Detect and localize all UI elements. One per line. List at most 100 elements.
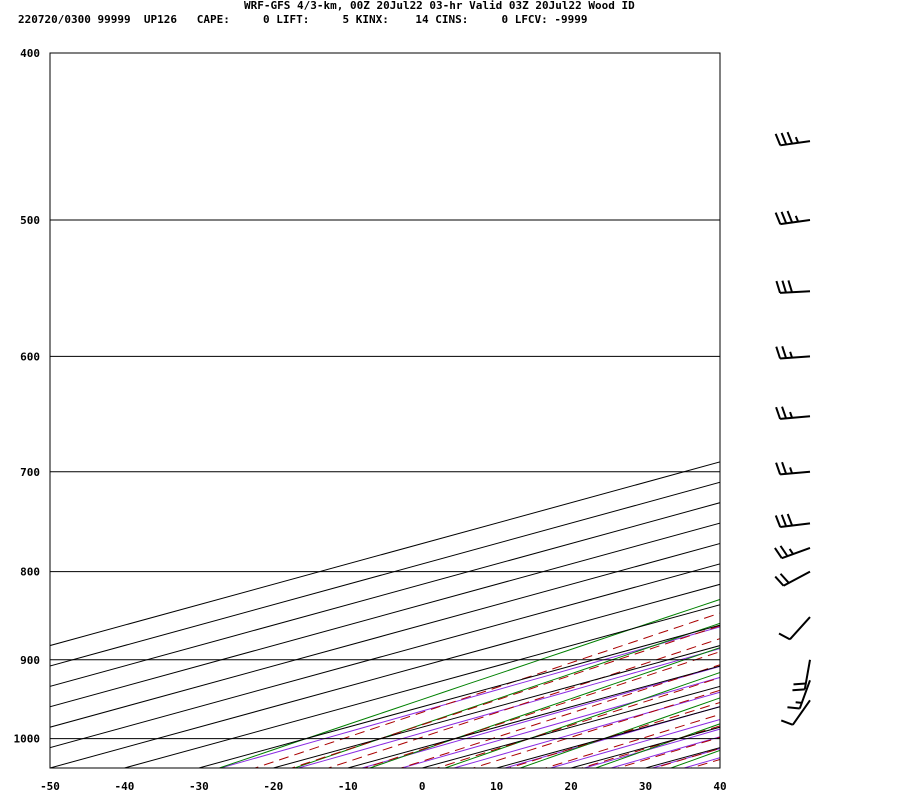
wind-barb <box>778 616 811 641</box>
mixing-ratio-line <box>609 736 720 768</box>
barb-half-flag <box>794 215 800 223</box>
wind-barb <box>780 699 811 726</box>
barb-half-flag <box>795 701 802 704</box>
mixing-ratio-line <box>503 705 720 768</box>
mixing-ratio-line <box>548 718 720 768</box>
barb-flag <box>792 688 805 692</box>
barb-flag <box>781 280 787 293</box>
barb-flag <box>779 573 790 584</box>
isotherm-line <box>50 461 720 647</box>
dry-adiabat-line <box>669 749 720 768</box>
barb-flag <box>774 212 782 225</box>
barb-half-flag <box>789 467 794 474</box>
barb-half-flag <box>794 136 800 144</box>
moist-adiabat-line <box>704 34 900 775</box>
wind-barb <box>774 210 811 226</box>
barb-flag <box>775 406 782 420</box>
mixing-ratio-line <box>218 626 720 768</box>
x-tick-label: 40 <box>713 780 726 793</box>
x-tick-label: -20 <box>263 780 283 793</box>
sounding-stats: 220720/0300 99999 UP126 CAPE: 0 LIFT: 5 … <box>18 13 588 26</box>
x-tick-label: -40 <box>115 780 135 793</box>
isotherm-line <box>50 522 720 708</box>
barb-flag <box>780 514 788 527</box>
y-tick-label: 1000 <box>14 733 41 746</box>
y-tick-label: 400 <box>20 47 40 60</box>
isotherm-line <box>50 542 720 728</box>
wind-barb <box>792 659 811 692</box>
x-tick-label: -50 <box>40 780 60 793</box>
moist-adiabat-line <box>616 736 720 768</box>
moist-adiabat-line <box>399 664 720 768</box>
wind-barb <box>774 545 811 560</box>
barb-flag <box>787 706 800 710</box>
isotherm-line <box>124 604 720 768</box>
isotherm-line <box>645 747 720 768</box>
barb-staff <box>789 616 811 641</box>
isotherm-line <box>496 706 720 768</box>
moist-adiabat-line <box>435 677 720 768</box>
wind-barb <box>775 461 811 476</box>
wind-barb <box>787 679 811 710</box>
x-tick-label: -30 <box>189 780 209 793</box>
barb-flag <box>786 513 794 526</box>
dry-adiabat-line <box>727 34 900 775</box>
isotherm-line <box>198 624 720 768</box>
isotherm-line <box>50 481 720 667</box>
x-tick-label: 20 <box>564 780 577 793</box>
barb-staff <box>791 699 811 726</box>
barb-flag <box>786 131 794 145</box>
barb-flag <box>786 210 794 223</box>
barb-flag <box>775 346 782 359</box>
dry-adiabat-line <box>518 697 720 768</box>
isotherm-line <box>273 645 720 768</box>
dry-adiabat-line <box>443 671 720 768</box>
barb-flag <box>780 211 788 224</box>
chart-title: WRF-GFS 4/3-km, 00Z 20Jul22 03-hr Valid … <box>244 0 635 12</box>
x-tick-label: 10 <box>490 780 503 793</box>
moist-adiabat-line <box>253 612 720 768</box>
dry-adiabat-line <box>293 622 720 768</box>
barb-flag <box>787 280 793 293</box>
y-tick-label: 500 <box>20 214 40 227</box>
barb-flag <box>780 719 794 726</box>
mixing-ratio-line <box>360 665 720 768</box>
wind-barb <box>774 131 811 147</box>
wind-barb <box>774 570 811 587</box>
y-tick-label: 700 <box>20 466 40 479</box>
barb-staff <box>779 290 811 294</box>
x-tick-label: 0 <box>419 780 426 793</box>
dry-adiabat-line <box>594 723 720 768</box>
moist-adiabat-line <box>326 638 720 768</box>
moist-adiabat-line <box>579 725 720 768</box>
mixing-ratio-line <box>296 648 720 768</box>
mixing-ratio-line <box>734 34 900 775</box>
barb-flag <box>781 406 788 419</box>
isotherm-line <box>570 726 720 768</box>
isotherm-line <box>422 685 720 768</box>
y-tick-label: 600 <box>20 350 40 363</box>
dry-adiabat-line <box>802 34 900 775</box>
isotherm-line <box>347 665 720 768</box>
barb-flag <box>775 280 781 294</box>
moist-adiabat-line <box>741 34 900 775</box>
barb-flag <box>793 682 806 686</box>
isotherm-line <box>50 502 720 687</box>
x-tick-label: -10 <box>338 780 358 793</box>
y-tick-label: 900 <box>20 654 40 667</box>
x-tick-label: 30 <box>639 780 652 793</box>
barb-flag <box>774 575 785 587</box>
wind-barb <box>775 280 811 294</box>
moist-adiabat-line <box>471 689 720 768</box>
plot-frame <box>49 52 721 769</box>
barb-half-flag <box>789 351 793 358</box>
dry-adiabat-line <box>217 598 720 768</box>
barb-flag <box>778 632 791 641</box>
y-tick-label: 800 <box>20 566 40 579</box>
barb-flag <box>774 133 782 146</box>
dry-adiabat-line <box>368 647 720 768</box>
barb-flag <box>780 132 788 145</box>
barb-flag <box>774 515 782 528</box>
mixing-ratio-line <box>452 691 720 768</box>
